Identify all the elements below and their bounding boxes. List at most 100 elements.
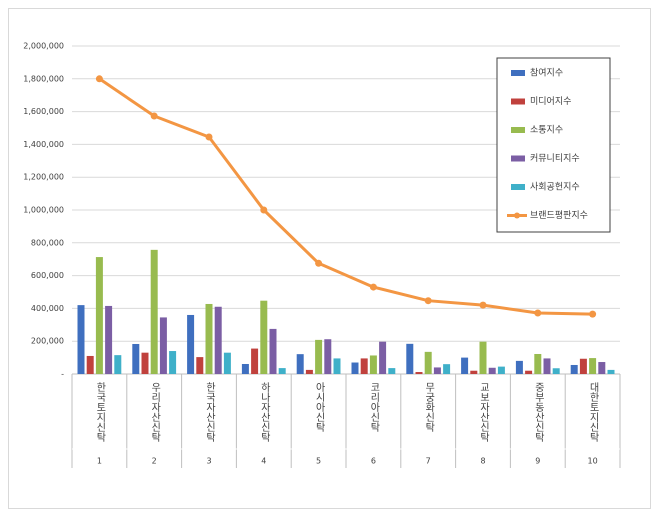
- legend-marker: [514, 212, 520, 219]
- bar: [461, 357, 469, 374]
- line-point: [315, 259, 323, 267]
- line-point: [150, 112, 158, 120]
- x-tick-label: 우리자산신탁: [149, 382, 161, 442]
- bar: [223, 352, 231, 374]
- bar: [534, 353, 542, 374]
- bar: [433, 367, 441, 374]
- bar: [114, 355, 122, 374]
- bar: [351, 362, 359, 374]
- bar: [406, 343, 414, 374]
- bar: [77, 305, 85, 374]
- rank-label: 1: [97, 457, 102, 466]
- bar: [589, 358, 597, 374]
- legend-box: [496, 57, 611, 233]
- bar: [132, 343, 140, 374]
- bar: [443, 364, 451, 374]
- rank-label: 6: [371, 457, 376, 466]
- bar: [479, 341, 487, 374]
- bar: [141, 352, 149, 374]
- bar: [187, 314, 195, 374]
- legend-label: 브랜드평판지수: [530, 210, 588, 221]
- bar: [196, 357, 204, 374]
- y-tick-label: 200,000: [31, 337, 64, 346]
- rank-label: 3: [206, 457, 211, 466]
- bar: [497, 366, 505, 374]
- bar: [324, 339, 332, 374]
- bar: [315, 339, 323, 374]
- y-tick-label: 1,200,000: [23, 173, 64, 182]
- legend-marker: [511, 127, 525, 133]
- rank-label: 8: [480, 457, 485, 466]
- bar: [552, 368, 560, 374]
- x-tick-label: 교보자산신탁: [478, 382, 490, 442]
- rank-label: 4: [261, 457, 266, 466]
- rank-label: 2: [152, 457, 157, 466]
- bar: [260, 300, 268, 374]
- y-tick-label: 1,600,000: [23, 107, 64, 116]
- line-point: [205, 133, 213, 141]
- x-tick-label: 한국토지신탁: [94, 382, 106, 442]
- line-point: [369, 283, 377, 291]
- x-tick-label: 무궁화신탁: [423, 382, 435, 432]
- bar: [241, 363, 249, 374]
- legend-marker: [511, 184, 525, 190]
- bar: [570, 364, 578, 374]
- x-tick-label: 하나자산신탁: [258, 381, 270, 442]
- bar: [598, 362, 606, 374]
- bar: [607, 369, 615, 374]
- bar: [296, 354, 304, 374]
- y-tick-label: 400,000: [31, 304, 64, 313]
- bar: [251, 348, 259, 374]
- y-tick-label: 1,000,000: [23, 206, 64, 215]
- bar: [333, 358, 341, 374]
- bar: [159, 317, 167, 374]
- bar: [543, 358, 551, 374]
- legend-marker: [511, 70, 525, 76]
- legend-label: 미디어지수: [530, 96, 571, 107]
- bar: [379, 341, 387, 374]
- x-tick-label: 대한토지신탁: [587, 382, 599, 442]
- y-tick-label: 1,800,000: [23, 74, 64, 83]
- bar: [525, 370, 533, 374]
- bar: [488, 367, 496, 374]
- x-tick-label: 한국자산신탁: [204, 382, 216, 442]
- bar: [305, 369, 313, 374]
- bar: [205, 303, 213, 374]
- y-tick-label: 1,400,000: [23, 140, 64, 149]
- bar: [369, 355, 377, 374]
- y-tick-label: 2,000,000: [23, 42, 64, 51]
- line-point: [260, 206, 268, 214]
- rank-label: 5: [316, 457, 321, 466]
- x-tick-label: 코리아신탁: [368, 382, 380, 432]
- legend-label: 소통지수: [530, 125, 563, 136]
- bar: [470, 370, 478, 374]
- line: [98, 77, 593, 316]
- line-point: [534, 309, 542, 317]
- bar: [214, 306, 222, 374]
- bar: [579, 358, 587, 374]
- bar: [269, 328, 277, 374]
- bar: [169, 351, 177, 374]
- legend-marker: [511, 98, 525, 105]
- rank-label: 7: [426, 457, 431, 466]
- rank-label: 9: [535, 457, 540, 466]
- line-point: [479, 301, 487, 309]
- bar: [415, 372, 423, 374]
- line-point: [95, 75, 103, 83]
- x-tick-label: 중부동산신탁: [532, 382, 544, 442]
- line-point: [424, 297, 432, 305]
- bar: [360, 358, 368, 374]
- y-tick-label: 600,000: [31, 271, 64, 280]
- y-tick-label: -: [61, 370, 64, 379]
- bar: [105, 305, 113, 374]
- bar: [278, 368, 286, 374]
- bar: [515, 360, 523, 374]
- x-tick-label: 아시아신탁: [313, 382, 325, 432]
- bar: [86, 355, 94, 374]
- bar: [388, 368, 396, 374]
- rank-label: 10: [588, 457, 598, 466]
- y-tick-label: 800,000: [31, 238, 64, 247]
- legend-marker: [511, 155, 525, 162]
